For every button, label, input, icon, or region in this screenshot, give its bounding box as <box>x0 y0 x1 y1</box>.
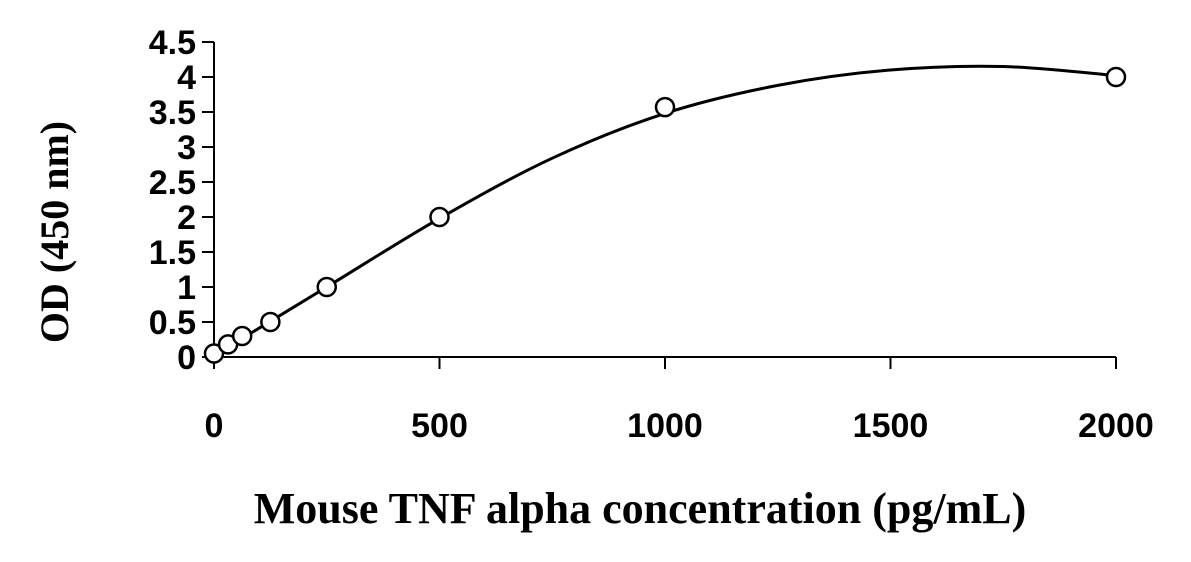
data-point <box>654 96 676 118</box>
y-tick-label: 4.5 <box>149 24 196 62</box>
x-tick-label: 500 <box>411 407 468 445</box>
y-tick-label: 0 <box>177 339 196 377</box>
y-axis: 00.511.522.533.544.5 <box>149 24 215 377</box>
data-point <box>203 343 225 364</box>
x-axis: 0 500 1000 1500 2000 <box>205 356 1154 445</box>
y-tick-label: 1.5 <box>149 234 196 272</box>
data-point <box>260 311 281 333</box>
y-tick-label: 3 <box>177 129 196 167</box>
data-point <box>231 325 253 347</box>
y-tick-label: 2.5 <box>149 164 196 202</box>
y-axis-title: OD (450 nm) <box>32 121 77 343</box>
data-point <box>1105 66 1127 88</box>
x-tick-label: 2000 <box>1078 407 1154 445</box>
data-points <box>203 66 1127 364</box>
data-point <box>316 276 337 298</box>
y-tick-label: 2 <box>177 199 196 237</box>
data-point <box>429 206 450 228</box>
y-tick-label: 0.5 <box>149 304 196 342</box>
y-tick-label: 3.5 <box>149 94 196 132</box>
y-tick-label: 4 <box>177 59 196 97</box>
x-tick-label: 0 <box>205 407 224 445</box>
x-axis-title: Mouse TNF alpha concentration (pg/mL) <box>254 484 1026 533</box>
fit-curve-line <box>213 64 1117 357</box>
fit-curve-group <box>213 64 1117 357</box>
x-tick-label: 1500 <box>853 407 929 445</box>
x-tick-label: 1000 <box>627 407 703 445</box>
y-tick-label: 1 <box>177 269 196 307</box>
